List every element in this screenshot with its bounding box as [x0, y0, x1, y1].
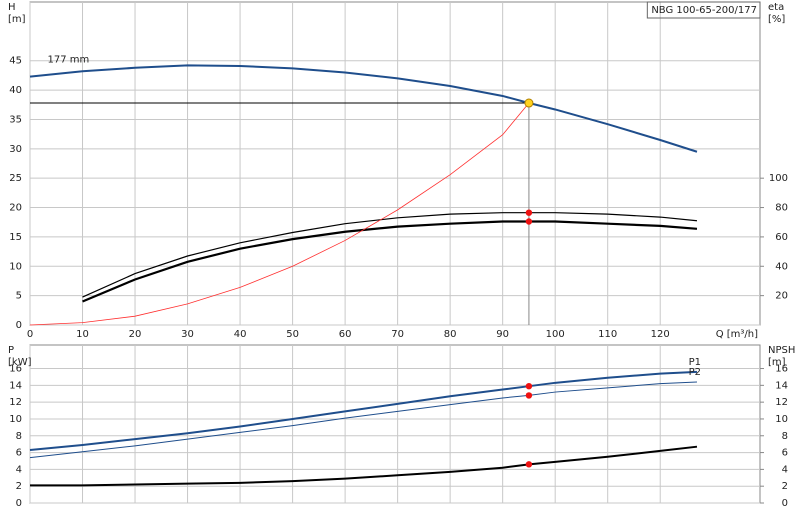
x-tick-label: 60: [339, 329, 352, 340]
y-tick-label: 30: [9, 144, 22, 155]
curve: [82, 212, 698, 298]
x-tick-label: 70: [391, 329, 404, 340]
y2-tick-label: 6: [782, 448, 788, 459]
x-tick-label: 20: [129, 329, 142, 340]
y2-tick-label: 12: [775, 397, 788, 408]
operating-point: [525, 209, 533, 216]
y-axis-label: H: [8, 2, 16, 13]
x-tick-label: 80: [444, 329, 457, 340]
operating-point: [525, 392, 533, 399]
y2-axis-label: eta: [768, 2, 784, 13]
operating-point: [525, 218, 533, 225]
x-tick-label: 40: [234, 329, 247, 340]
y2-tick-label: 4: [782, 464, 788, 475]
y-tick-label: 10: [9, 414, 22, 425]
series-label: P2: [689, 367, 701, 378]
x-tick-label: 120: [651, 329, 670, 340]
y-tick-label: 25: [9, 173, 22, 184]
x-tick-label: 100: [546, 329, 565, 340]
model-label: NBG 100-65-200/177: [651, 5, 757, 16]
operating-point: [525, 461, 533, 468]
y2-axis-unit: [%]: [768, 14, 785, 25]
y-tick-label: 16: [9, 364, 22, 375]
y2-tick-label: 100: [769, 173, 788, 184]
y2-tick-label: 20: [775, 291, 788, 302]
operating-point: [525, 382, 533, 390]
y-tick-label: 40: [9, 85, 22, 96]
curve: [30, 445, 698, 487]
y2-tick-label: 10: [775, 414, 788, 425]
y-axis-unit: [m]: [8, 14, 26, 25]
y2-tick-label: 8: [782, 431, 788, 442]
x-tick-label: 110: [598, 329, 617, 340]
y2-axis-label: NPSH: [768, 345, 795, 356]
plot-frame: [29, 1, 761, 326]
y-tick-label: 5: [16, 291, 22, 302]
y2-tick-label: 60: [775, 232, 788, 243]
x-tick-label: 30: [181, 329, 194, 340]
x-tick-label: 0: [27, 329, 33, 340]
y2-tick-label: 16: [775, 364, 788, 375]
x-tick-label: 90: [496, 329, 509, 340]
y-tick-label: 12: [9, 397, 22, 408]
y2-tick-label: 0: [782, 498, 788, 509]
curve: [29, 370, 698, 452]
y-tick-label: 15: [9, 232, 22, 243]
y-axis-unit: [kW]: [8, 357, 32, 368]
y2-tick-label: 2: [782, 481, 788, 492]
y2-axis-unit: [m]: [768, 357, 786, 368]
y-tick-label: 2: [16, 481, 22, 492]
series-label: 177 mm: [48, 54, 90, 65]
y2-tick-label: 14: [775, 380, 788, 391]
y2-tick-label: 80: [775, 203, 788, 214]
operating-point: [524, 98, 534, 108]
y-tick-label: 14: [9, 380, 22, 391]
y-tick-label: 0: [16, 320, 22, 331]
y-tick-label: 20: [9, 203, 22, 214]
y-tick-label: 6: [16, 448, 22, 459]
x-axis-label: Q [m³/h]: [716, 329, 758, 340]
y2-tick-label: 40: [775, 261, 788, 272]
x-tick-label: 50: [286, 329, 299, 340]
y-tick-label: 8: [16, 431, 22, 442]
series-label: P1: [689, 357, 701, 368]
y-tick-label: 35: [9, 114, 22, 125]
curve: [29, 102, 530, 326]
y-tick-label: 0: [16, 498, 22, 509]
curve: [29, 64, 698, 153]
y-tick-label: 10: [9, 261, 22, 272]
y-tick-label: 4: [16, 464, 22, 475]
y-tick-label: 45: [9, 56, 22, 67]
y-axis-label: P: [8, 345, 14, 356]
curve: [82, 220, 698, 303]
curve: [29, 381, 698, 459]
model-box: [646, 1, 761, 19]
x-tick-label: 10: [76, 329, 89, 340]
